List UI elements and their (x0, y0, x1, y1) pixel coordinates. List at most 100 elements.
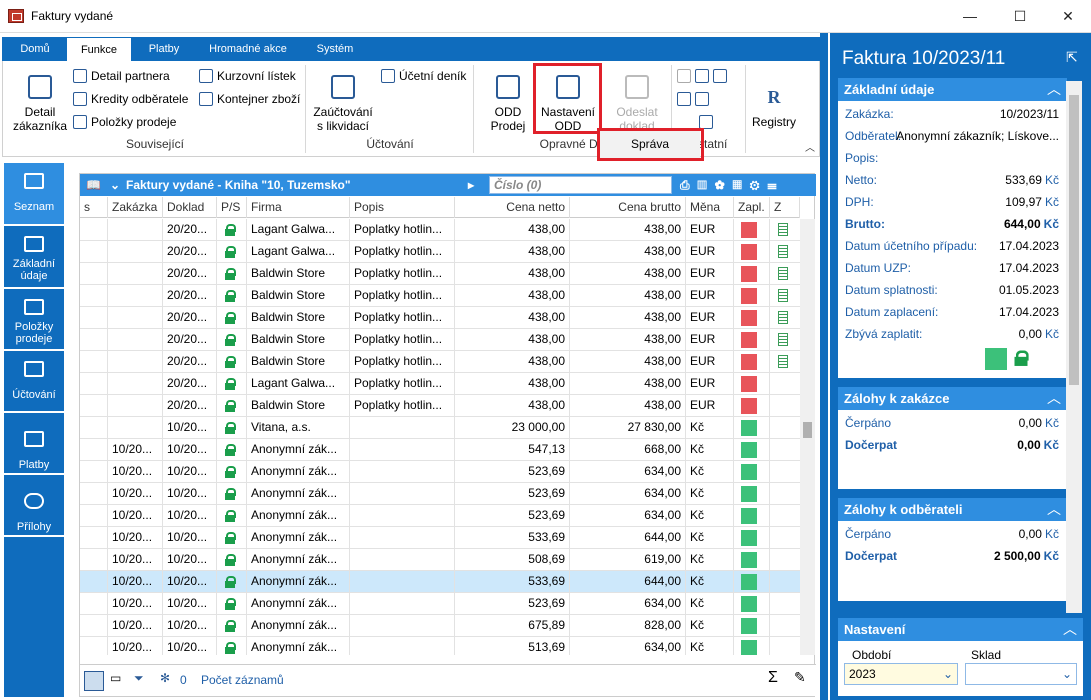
detail-partnera-button[interactable]: Detail partnera (73, 67, 170, 85)
kurzovni-listek-button[interactable]: Kurzovní lístek (199, 67, 296, 85)
paid-status-icon (741, 640, 757, 655)
zauctovani-button[interactable]: Zaúčtování s likvidací (309, 75, 377, 133)
table-row[interactable]: 10/20... 10/20... Anonymní zák... 523,69 634… (80, 505, 800, 527)
misc-tool-1[interactable] (677, 67, 731, 85)
nav-uctovani[interactable]: Účtování (4, 351, 64, 411)
col-ps[interactable]: P/S (217, 197, 247, 218)
detail-zakaznika-button[interactable]: Detail zákazníka (9, 75, 71, 133)
col-cena-brutto[interactable]: Cena brutto (570, 197, 686, 218)
tab-hromadne-akce[interactable]: Hromadné akce (209, 43, 287, 55)
grid-scrollbar[interactable] (800, 219, 815, 655)
section-header-zakladni[interactable]: Základní údaje ︿ (838, 78, 1067, 101)
table-row[interactable]: 10/20... 10/20... Anonymní zák... 533,69 644… (80, 571, 800, 593)
play-icon[interactable]: ▸ (468, 178, 475, 192)
table-row[interactable]: 10/20... 10/20... Anonymní zák... 523,69 634… (80, 593, 800, 615)
nav-zakladni-udaje[interactable]: Základní údaje (4, 226, 64, 287)
odeslat-doklad-button[interactable]: Odeslat doklad (607, 75, 667, 133)
kontejner-zbozi-button[interactable]: Kontejner zboží (199, 90, 300, 108)
grid-toolbar-icons[interactable]: ⎙▥✿▦⚙☰ (680, 178, 785, 192)
col-popis[interactable]: Popis (350, 197, 455, 218)
col-firma[interactable]: Firma (247, 197, 350, 218)
col-mena[interactable]: Měna (686, 197, 734, 218)
cell-netto: 533,69 (455, 571, 570, 593)
registry-button[interactable]: R Registry (749, 85, 799, 129)
table-row[interactable]: 10/20... 10/20... Anonymní zák... 547,13 668… (80, 439, 800, 461)
filter-icon[interactable]: ⏷ (134, 671, 144, 685)
cell-zakazka: 10/20... (108, 461, 163, 483)
edit-icon[interactable]: ✎ (794, 669, 806, 685)
search-input[interactable]: Číslo (0) (489, 176, 672, 194)
table-row[interactable]: 20/20... Baldwin Store Poplatky hotlin... 4… (80, 351, 800, 373)
table-row[interactable]: 10/20... Vitana, a.s. 23 000,00 27 830,00 Kč (80, 417, 800, 439)
table-row[interactable]: 10/20... 10/20... Anonymní zák... 523,69 634… (80, 483, 800, 505)
section-header-nastaveni[interactable]: Nastavení ︿ (838, 618, 1083, 641)
col-z[interactable]: Z (770, 197, 800, 218)
section-header-zalohy-odberatel[interactable]: Zálohy k odběrateli ︿ (838, 498, 1067, 521)
tab-funkce[interactable]: Funkce (66, 37, 132, 61)
grid-scroll-thumb[interactable] (803, 422, 812, 438)
cell-mena: Kč (686, 461, 734, 483)
col-zakazka[interactable]: Zakázka (108, 197, 163, 218)
open-external-icon[interactable]: ⇱ (1066, 49, 1078, 65)
paid-status-icon (985, 348, 1007, 370)
cell-brutto: 634,00 (570, 483, 686, 505)
nav-polozky-prodeje[interactable]: Položky prodeje (4, 289, 64, 349)
panel-splitter[interactable] (820, 33, 828, 700)
sum-icon[interactable]: Σ (768, 669, 778, 686)
snowflake-icon[interactable]: ✻ (160, 671, 171, 685)
table-row[interactable]: 10/20... 10/20... Anonymní zák... 508,69 619… (80, 549, 800, 571)
maximize-button[interactable]: ☐ (1013, 8, 1027, 24)
table-row[interactable]: 10/20... 10/20... Anonymní zák... 675,89 828… (80, 615, 800, 637)
nav-seznam[interactable]: Seznam (4, 163, 64, 224)
cell-zapl (734, 417, 770, 439)
panel-scrollbar[interactable] (1066, 81, 1082, 613)
polozky-prodeje-button[interactable]: Položky prodeje (73, 113, 176, 131)
nav-platby[interactable]: Platby (4, 413, 64, 473)
cell-popis: Poplatky hotlin... (350, 219, 455, 241)
book-view-icon[interactable] (84, 671, 104, 691)
col-cena-netto[interactable]: Cena netto (455, 197, 570, 218)
tab-platby[interactable]: Platby (148, 43, 180, 55)
chevron-down-icon[interactable]: ⌄ (110, 178, 121, 192)
minimize-button[interactable]: — (963, 8, 977, 24)
cell-mena: Kč (686, 549, 734, 571)
box-icon[interactable]: ▭ (110, 671, 122, 685)
tab-domu[interactable]: Domů (20, 43, 50, 55)
col-zapl[interactable]: Zapl. (734, 197, 770, 218)
table-row[interactable]: 20/20... Baldwin Store Poplatky hotlin... 4… (80, 329, 800, 351)
table-row[interactable]: 10/20... 10/20... Anonymní zák... 513,69 634… (80, 637, 800, 655)
table-row[interactable]: 20/20... Baldwin Store Poplatky hotlin... 4… (80, 263, 800, 285)
table-row[interactable]: 20/20... Baldwin Store Poplatky hotlin... 4… (80, 285, 800, 307)
table-row[interactable]: 20/20... Lagant Galwa... Poplatky hotlin..… (80, 373, 800, 395)
misc-tool-3[interactable] (699, 113, 717, 131)
table-row[interactable]: 20/20... Lagant Galwa... Poplatky hotlin..… (80, 241, 800, 263)
zakladni-header-text: Základní údaje (844, 82, 935, 97)
section-header-zalohy-zakazka[interactable]: Zálohy k zakázce ︿ (838, 387, 1067, 410)
table-row[interactable]: 10/20... 10/20... Anonymní zák... 533,69 644… (80, 527, 800, 549)
odd-prodej-button[interactable]: ODD Prodej (483, 75, 533, 133)
record-count-label[interactable]: Počet záznamů (201, 673, 284, 687)
sklad-input[interactable]: ⌄ (965, 663, 1077, 685)
table-row[interactable]: 10/20... 10/20... Anonymní zák... 523,69 634… (80, 461, 800, 483)
chevron-up-icon: ︿ (1047, 501, 1061, 517)
close-button[interactable]: ✕ (1062, 8, 1074, 24)
sprava-popup[interactable]: Správa (600, 131, 700, 158)
grid-title: Faktury vydané - Kniha "10, Tuzemsko" (126, 178, 351, 192)
obdobi-input[interactable]: 2023 ⌄ (844, 663, 958, 685)
unpaid-status-icon (741, 310, 757, 326)
col-s[interactable]: s (80, 197, 108, 218)
collapse-ribbon-icon[interactable]: ︿ (805, 143, 815, 154)
kredity-button[interactable]: Kredity odběratele (73, 90, 188, 108)
cell-ps (217, 439, 247, 461)
table-row[interactable]: 20/20... Lagant Galwa... Poplatky hotlin..… (80, 219, 800, 241)
table-row[interactable]: 20/20... Baldwin Store Poplatky hotlin... 4… (80, 307, 800, 329)
ucetni-denik-button[interactable]: Účetní deník (381, 67, 466, 85)
tab-system[interactable]: Systém (316, 43, 354, 55)
table-row[interactable]: 20/20... Baldwin Store Poplatky hotlin... 4… (80, 395, 800, 417)
col-doklad[interactable]: Doklad (163, 197, 217, 218)
panel-scroll-thumb[interactable] (1069, 95, 1079, 385)
section-zalohy-odberatel: Zálohy k odběrateli ︿ Čerpáno 0,00 Kč Dočerp… (838, 498, 1067, 601)
nastaveni-odd-button[interactable]: Nastavení ODD (537, 75, 599, 133)
misc-tool-2[interactable] (677, 90, 713, 108)
nav-prilohy[interactable]: Přílohy (4, 475, 64, 535)
